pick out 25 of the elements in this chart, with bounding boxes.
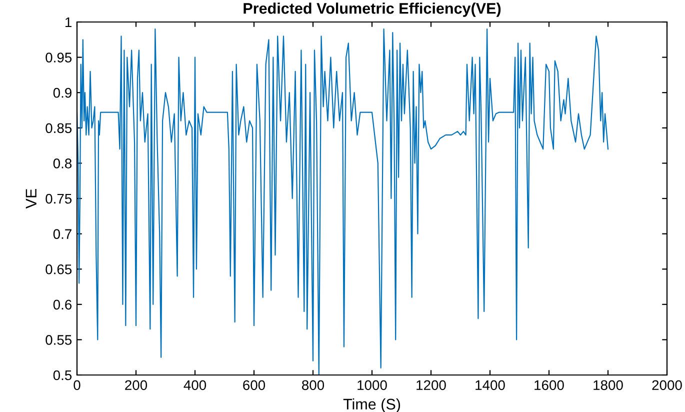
y-tick-label: 0.9 <box>53 88 72 98</box>
y-tick-label: 0.95 <box>46 52 72 62</box>
x-tick-label: 200 <box>125 380 148 390</box>
x-tick-label: 0 <box>74 380 80 390</box>
chart-title: Predicted Volumetric Efficiency(VE) <box>244 2 501 17</box>
x-tick-label: 1200 <box>416 380 446 390</box>
y-tick-label: 0.5 <box>53 370 72 380</box>
x-tick-label: 400 <box>184 380 206 390</box>
y-tick-label: 0.7 <box>53 229 72 239</box>
y-tick-label: 0.6 <box>53 300 72 310</box>
y-tick-label: 1 <box>65 17 72 28</box>
y-axis-title: VE <box>26 188 36 209</box>
x-tick-label: 1800 <box>594 380 623 390</box>
x-tick-label: 800 <box>302 380 324 390</box>
x-tick-label: 1000 <box>358 380 387 390</box>
x-tick-label: 1400 <box>476 380 505 390</box>
x-tick-label: 1600 <box>534 380 564 390</box>
y-tick-label: 0.55 <box>46 335 72 345</box>
y-tick-label: 0.75 <box>46 194 72 204</box>
y-tick-label: 0.8 <box>53 158 72 168</box>
line-series <box>77 28 609 375</box>
x-tick-label: 600 <box>243 380 266 390</box>
y-tick-label: 0.65 <box>46 264 72 274</box>
y-tick-label: 0.85 <box>46 123 72 134</box>
x-tick-label: 2000 <box>652 380 682 390</box>
